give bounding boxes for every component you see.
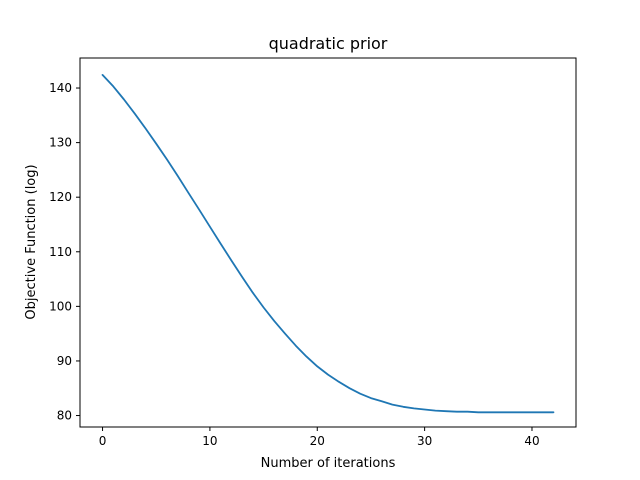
y-tick-label: 140 (49, 81, 72, 95)
x-tick-label: 40 (524, 434, 539, 448)
plot-area-frame (79, 57, 577, 428)
series-layer (101, 74, 555, 414)
x-tick-label: 30 (417, 434, 432, 448)
x-axis-label: Number of iterations (261, 456, 396, 471)
y-tick-label: 90 (57, 354, 72, 368)
y-tick-label: 80 (57, 409, 72, 423)
y-tick-label: 110 (49, 245, 72, 259)
y-axis-label: Objective Function (log) (24, 164, 39, 319)
y-axis-ticks: 80 90 100 110 120 130 140 (49, 81, 80, 423)
series-line (101, 74, 555, 414)
x-tick-label: 0 (99, 434, 107, 448)
x-tick-label: 20 (310, 434, 325, 448)
y-tick-label: 100 (49, 299, 72, 313)
chart-title: quadratic prior (269, 34, 388, 53)
x-tick-label: 10 (202, 434, 217, 448)
y-tick-label: 120 (49, 190, 72, 204)
y-tick-label: 130 (49, 136, 72, 150)
x-axis-ticks: 0 10 20 30 40 (99, 427, 540, 448)
